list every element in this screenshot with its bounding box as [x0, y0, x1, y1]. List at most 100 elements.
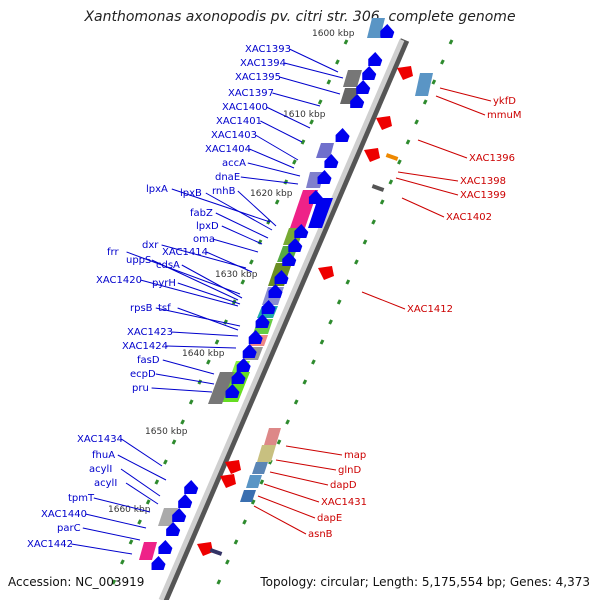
gene-label-glnd-8[interactable]: glnD: [338, 465, 361, 476]
gene-label-dxr-16[interactable]: dxr: [142, 240, 159, 251]
gene-label-upps-19[interactable]: uppS: [126, 255, 151, 266]
feature-block-xac1395: [343, 70, 362, 87]
gene-label-lpxd-14[interactable]: lpxD: [196, 221, 219, 232]
gene-label-acyli-32[interactable]: acylI: [89, 464, 112, 475]
gene-label-xac1394-1[interactable]: XAC1394: [240, 58, 286, 69]
tick-mark: [397, 159, 402, 165]
gene-label-rpsb-23[interactable]: rpsB: [130, 303, 153, 314]
forward-gene-block: [308, 198, 333, 228]
right-gene-labels: ykfD mmuM XAC1396 XAC1398 XAC1399 XAC1402 XAC1…: [253, 87, 521, 540]
gene-label-ecpd-28[interactable]: ecpD: [130, 369, 156, 380]
gene-label-pyrh-22[interactable]: pyrH: [152, 278, 176, 289]
gene-label-xac1424-26[interactable]: XAC1424: [122, 341, 168, 352]
gene-label-dape-11[interactable]: dapE: [317, 513, 342, 524]
label-leader-line: [155, 307, 241, 327]
gene-label-xac1412-6[interactable]: XAC1412: [407, 304, 453, 315]
label-leader-line: [237, 190, 277, 227]
forward-gene-arrow: [178, 494, 193, 508]
feature-block-pru: [208, 372, 234, 404]
gene-label-map-7[interactable]: map: [344, 450, 366, 461]
label-leader-line: [249, 148, 295, 169]
tick-mark: [379, 199, 385, 205]
gene-label-xac1395-2[interactable]: XAC1395: [235, 72, 281, 83]
forward-gene-arrow: [231, 370, 246, 384]
gene-label-xac1440-35[interactable]: XAC1440: [41, 509, 87, 520]
gene-label-xac1396-2[interactable]: XAC1396: [469, 153, 515, 164]
tick-mark: [388, 179, 394, 185]
label-leader-line: [212, 238, 259, 253]
forward-gene-arrow: [248, 330, 263, 344]
gene-label-xac1420-21[interactable]: XAC1420: [96, 275, 142, 286]
gene-label-asnb-12[interactable]: asnB: [308, 529, 333, 540]
label-leader-line: [71, 543, 133, 555]
gene-label-xac1397-3[interactable]: XAC1397: [228, 88, 274, 99]
forward-gene-arrow: [335, 128, 350, 142]
gene-label-xac1431-10[interactable]: XAC1431: [321, 497, 367, 508]
gene-label-xac1403-6[interactable]: XAC1403: [211, 130, 257, 141]
tick-mark: [354, 259, 359, 265]
gene-label-xac1404-7[interactable]: XAC1404: [205, 144, 251, 155]
tick-mark: [317, 99, 323, 105]
tick-mark: [180, 419, 185, 425]
gene-label-xac1399-4[interactable]: XAC1399: [460, 190, 506, 201]
gene-label-parc-36[interactable]: parC: [57, 523, 81, 534]
gene-label-acyli-33[interactable]: acylI: [94, 478, 117, 489]
gene-label-fabz-13[interactable]: fabZ: [190, 208, 213, 219]
gene-label-xac1400-4[interactable]: XAC1400: [222, 102, 268, 113]
gene-label-ykfd-0[interactable]: ykfD: [493, 96, 516, 107]
tick-mark: [145, 499, 151, 505]
genome-backbone-shadow: [159, 38, 410, 600]
gene-label-xac1393-0[interactable]: XAC1393: [245, 44, 291, 55]
kbp-tick-label: 1660 kbp: [108, 505, 151, 515]
gene-label-pru-29[interactable]: pru: [132, 383, 149, 394]
label-leader-line: [162, 359, 215, 375]
tick-mark: [448, 39, 454, 45]
tick-mark: [371, 219, 376, 225]
tick-mark: [223, 319, 228, 325]
gene-label-tpmt-34[interactable]: tpmT: [68, 493, 95, 504]
label-leader-line: [272, 92, 321, 107]
label-leader-line: [85, 513, 147, 529]
gene-label-xac1442-37[interactable]: XAC1442: [27, 539, 73, 550]
gene-label-rnhb-12[interactable]: rnhB: [212, 186, 236, 197]
gene-label-fasd-27[interactable]: fasD: [137, 355, 160, 366]
gene-label-acca-8[interactable]: accA: [222, 158, 246, 169]
feature-block-glnd: [257, 445, 276, 462]
gene-label-xac1414-17[interactable]: XAC1414: [162, 247, 208, 258]
kbp-tick-label: 1600 kbp: [312, 29, 355, 39]
gene-label-lpxb-11[interactable]: lpxB: [180, 188, 202, 199]
gene-label-frr-18[interactable]: frr: [107, 247, 119, 258]
forward-gene-arrow: [324, 154, 339, 168]
tick-mark: [249, 259, 254, 265]
tick-mark: [163, 459, 168, 465]
feature-block-dapd: [252, 462, 268, 474]
reverse-gene-arrow: [397, 66, 413, 80]
label-leader-line: [240, 176, 299, 185]
gene-label-dapd-9[interactable]: dapD: [330, 480, 357, 491]
forward-strand-arrows: [151, 24, 395, 570]
gene-label-dnae-9[interactable]: dnaE: [215, 172, 240, 183]
label-leader-line: [177, 282, 241, 305]
gene-label-xac1402-5[interactable]: XAC1402: [446, 212, 492, 223]
gene-label-mmum-1[interactable]: mmuM: [487, 110, 521, 121]
tick-mark: [242, 519, 247, 525]
gene-label-tsf-24[interactable]: tsf: [158, 303, 171, 314]
gene-label-cdsa-20[interactable]: cdsA: [156, 260, 180, 271]
accession-label: Accession: NC_003919: [8, 575, 145, 589]
gene-label-xac1401-5[interactable]: XAC1401: [216, 116, 262, 127]
gene-label-xac1423-25[interactable]: XAC1423: [127, 327, 173, 338]
tick-mark: [188, 399, 194, 405]
label-leader-line: [120, 468, 161, 497]
gene-label-xac1398-3[interactable]: XAC1398: [460, 176, 506, 187]
tick-mark: [309, 119, 314, 125]
label-leader-line: [177, 307, 239, 331]
tick-mark: [414, 119, 419, 125]
gene-label-lpxa-10[interactable]: lpxA: [146, 184, 168, 195]
forward-gene-arrow: [380, 24, 395, 38]
tick-mark: [274, 199, 280, 205]
gene-label-fhua-31[interactable]: fhuA: [92, 450, 115, 461]
gene-label-oma-15[interactable]: oma: [193, 234, 215, 245]
gene-label-xac1434-30[interactable]: XAC1434: [77, 434, 123, 445]
forward-gene-arrow: [350, 94, 365, 108]
